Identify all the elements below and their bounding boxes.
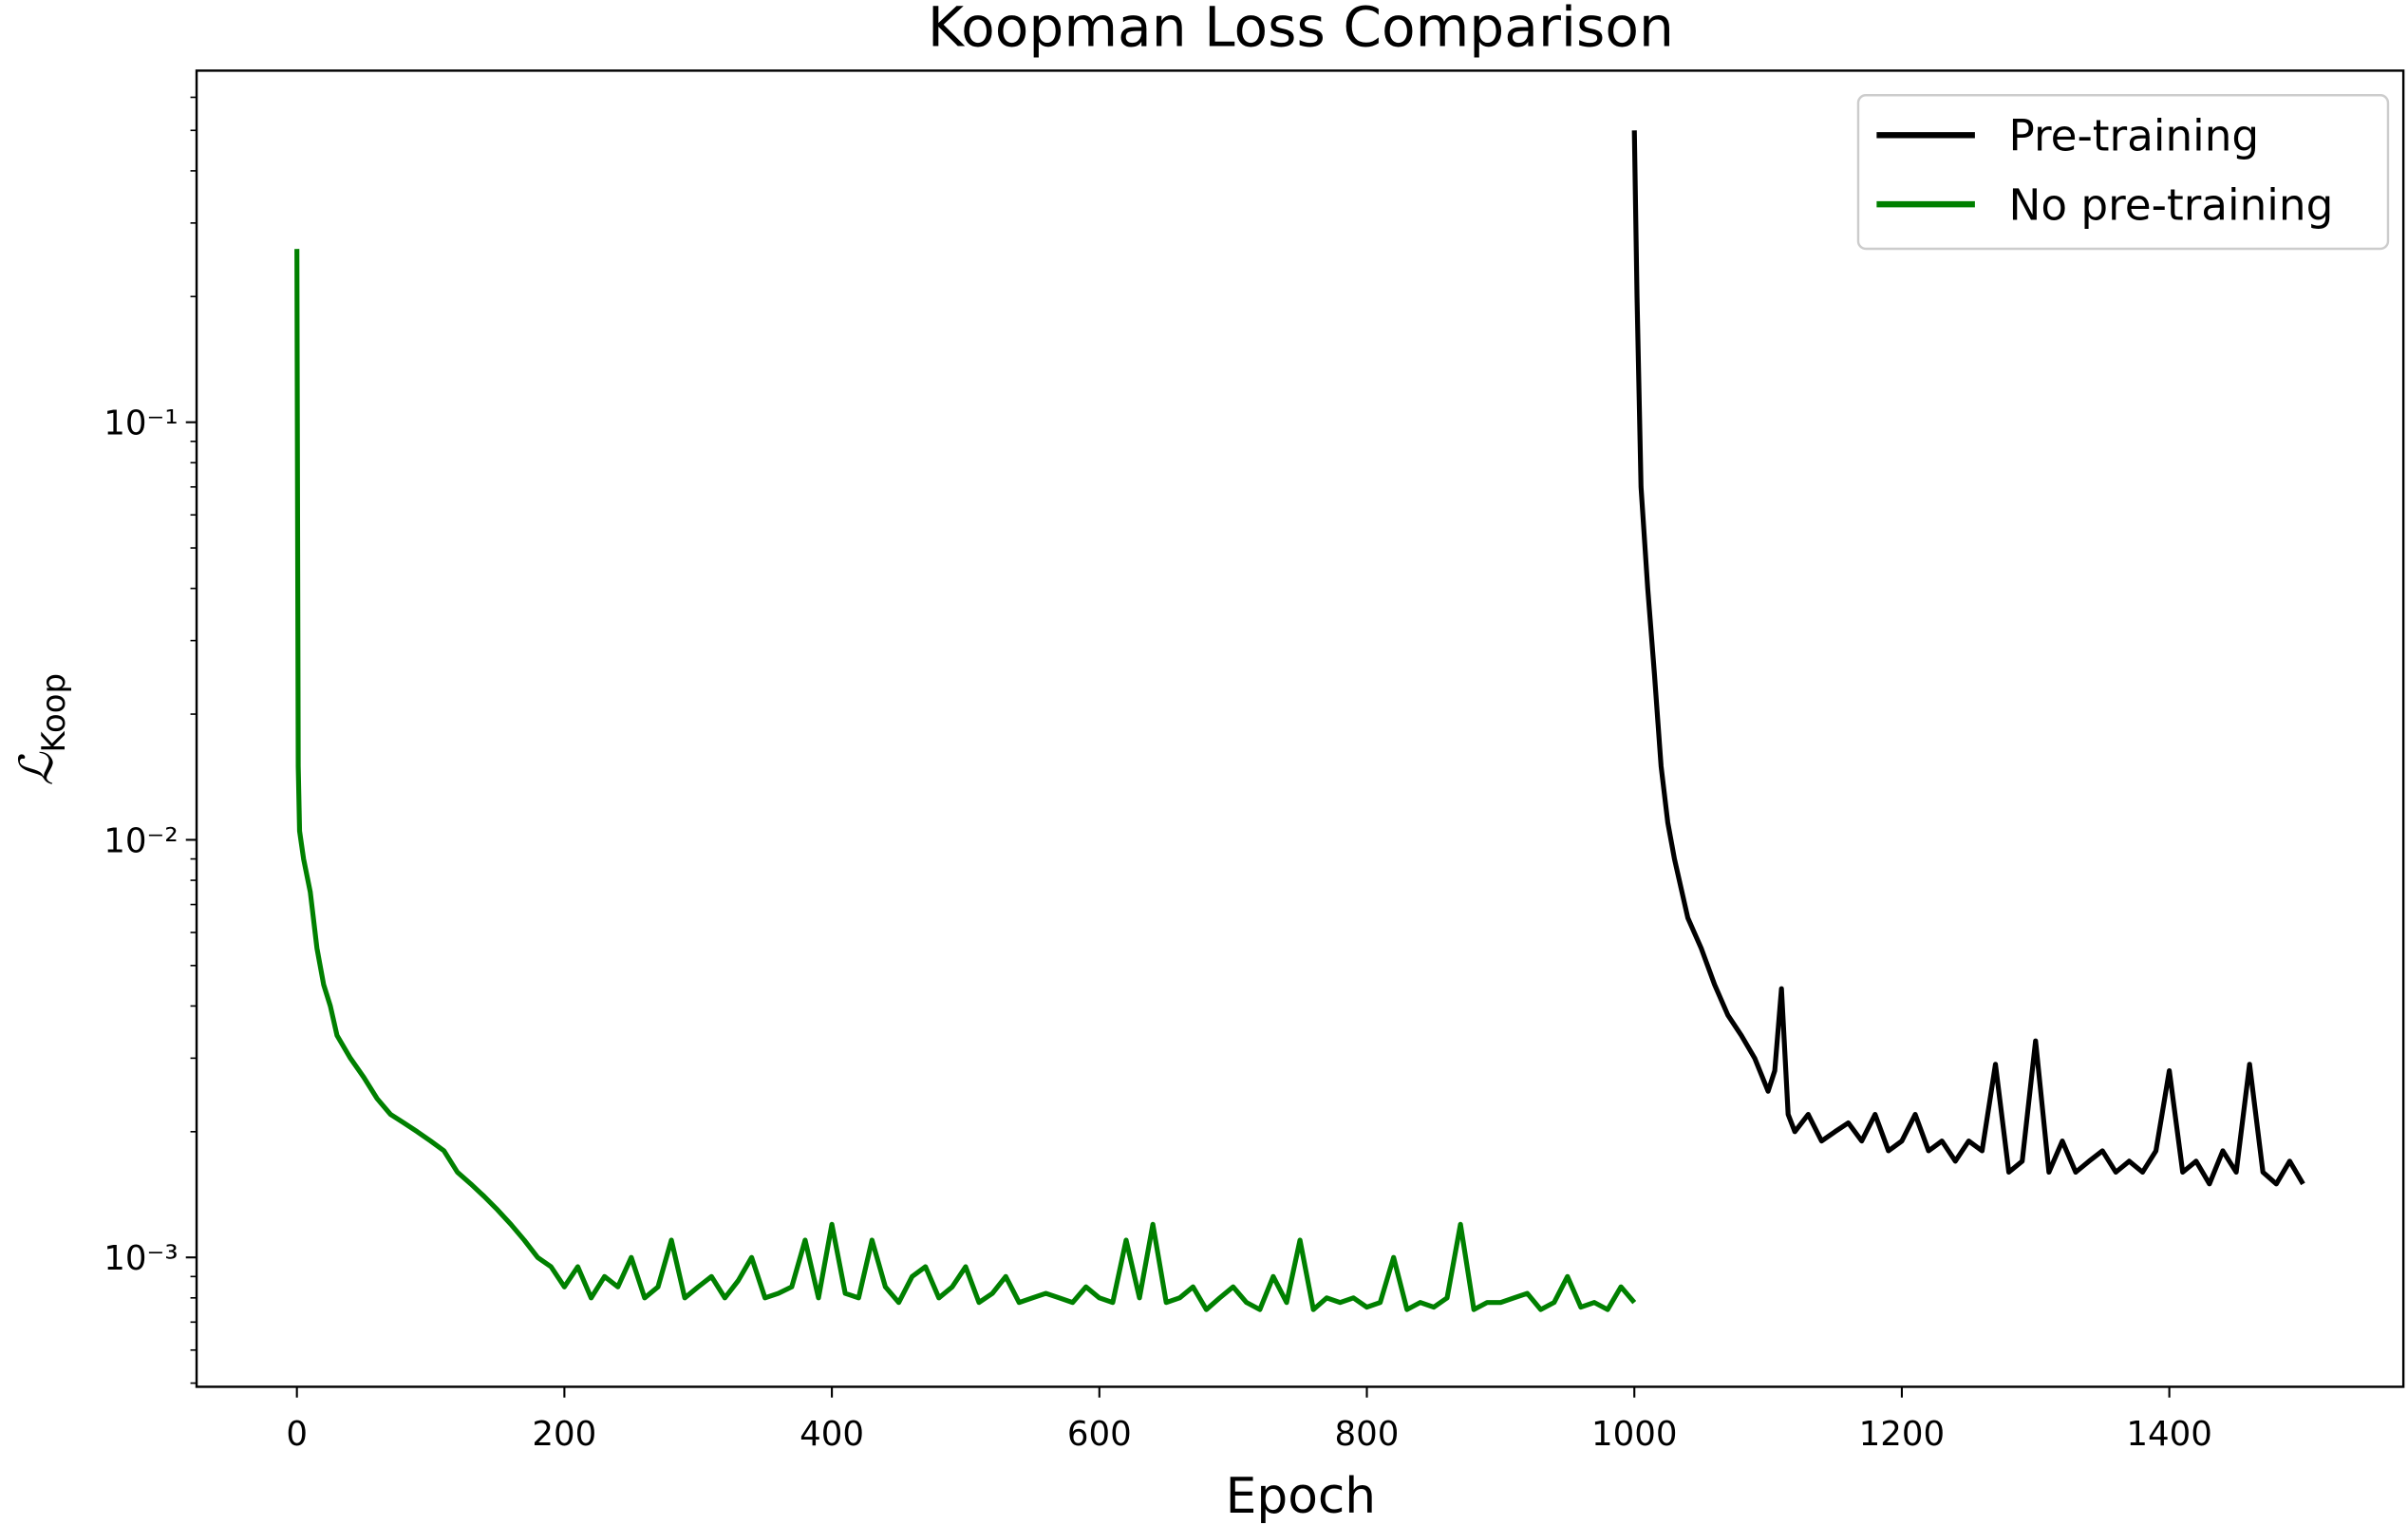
- legend-box: [1856, 94, 2390, 251]
- y-axis-label: ℒKoop: [10, 673, 73, 786]
- x-tick-label: 1200: [1859, 1415, 1946, 1454]
- x-tick-label: 400: [800, 1415, 864, 1454]
- chart-title: Koopman Loss Comparison: [928, 0, 1674, 60]
- y-label-main: ℒ: [10, 752, 64, 786]
- legend-label: Pre-training: [2008, 110, 2259, 160]
- y-tick-label: 10⁻³: [103, 1239, 178, 1278]
- data-line: [294, 249, 1637, 1312]
- x-tick-label: 0: [286, 1415, 308, 1454]
- x-tick-label: 200: [532, 1415, 596, 1454]
- y-label-sub: Koop: [35, 673, 73, 753]
- x-tick-label: 1000: [1591, 1415, 1678, 1454]
- x-tick-label: 600: [1067, 1415, 1132, 1454]
- x-tick-label: 1400: [2126, 1415, 2212, 1454]
- x-tick-label: 800: [1335, 1415, 1400, 1454]
- x-axis-label: Epoch: [1226, 1468, 1376, 1525]
- legend-label: No pre-training: [2008, 179, 2333, 230]
- y-tick-label: 10⁻²: [103, 821, 178, 860]
- y-tick-label: 10⁻¹: [103, 405, 178, 443]
- data-line: [1631, 130, 2305, 1187]
- plot-frame: [195, 69, 2405, 1388]
